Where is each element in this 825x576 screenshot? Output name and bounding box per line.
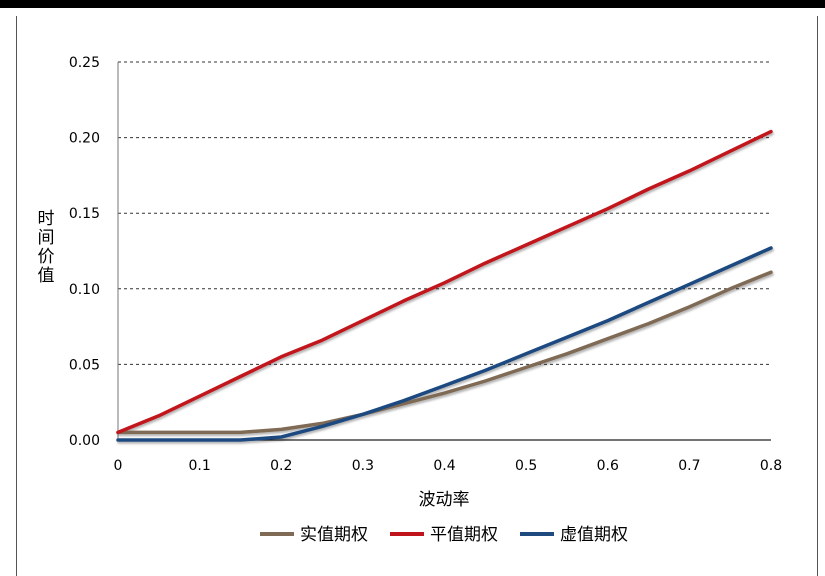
series-line: [116, 129, 773, 435]
series-line: [116, 270, 773, 435]
legend-label: 平值期权: [430, 525, 498, 545]
x-tick-label: 0.3: [352, 458, 374, 474]
x-tick-label: 0.8: [760, 458, 782, 474]
y-tick-label: 0.10: [69, 282, 100, 298]
y-tick-label: 0.25: [69, 55, 100, 71]
x-tick-label: 0.4: [433, 458, 455, 474]
y-tick-label: 0.00: [69, 433, 100, 449]
legend-label: 虚值期权: [560, 525, 628, 545]
x-tick-label: 0.5: [515, 458, 537, 474]
y-axis-label: 时间价值: [38, 209, 55, 286]
series-line: [116, 246, 773, 442]
x-tick-label: 0.6: [597, 458, 619, 474]
top-border: [0, 0, 825, 8]
chart-frame: [16, 16, 818, 576]
y-tick-label: 0.05: [69, 357, 100, 373]
x-tick-label: 0.7: [678, 458, 700, 474]
legend: 实值期权 平值期权 虚值期权: [260, 525, 628, 545]
legend-label: 实值期权: [300, 525, 368, 545]
y-tick-label: 0.20: [69, 131, 100, 147]
x-tick-label: 0.2: [270, 458, 292, 474]
x-tick-label: 0: [114, 458, 123, 474]
x-tick-label: 0.1: [188, 458, 210, 474]
y-tick-label: 0.15: [69, 206, 100, 222]
x-axis-label: 波动率: [419, 490, 470, 510]
